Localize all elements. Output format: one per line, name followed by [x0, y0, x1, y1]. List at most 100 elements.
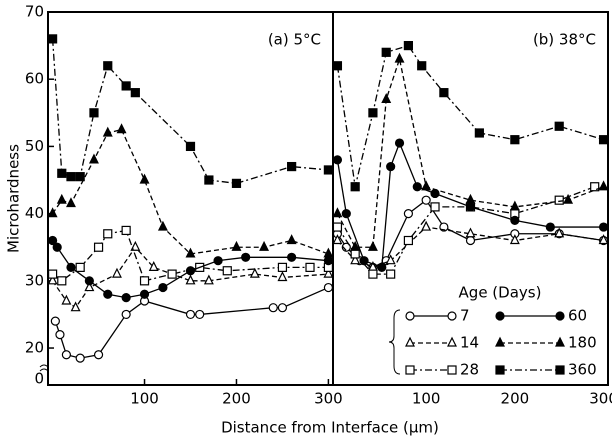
data-point [598, 180, 608, 191]
data-point [350, 249, 360, 259]
legend-marker [447, 365, 457, 375]
data-point [48, 269, 58, 279]
panel-frame [332, 11, 609, 386]
data-point [403, 41, 414, 51]
data-point [61, 294, 72, 305]
data-point [368, 108, 378, 118]
data-point [61, 350, 71, 360]
data-point [590, 182, 600, 192]
data-point [167, 269, 177, 279]
data-point [259, 240, 270, 251]
data-point [421, 220, 432, 231]
legend-marker [495, 336, 505, 347]
x-tick-label: 300 [589, 390, 612, 408]
data-point [277, 271, 288, 282]
data-point [48, 274, 58, 285]
legend-title: Age (Days) [459, 284, 542, 302]
y-break-label: 0 [34, 370, 44, 388]
data-point [430, 202, 440, 212]
data-point [305, 262, 315, 272]
data-point [554, 227, 565, 238]
data-point [430, 188, 440, 199]
data-point [185, 247, 196, 258]
data-point [48, 207, 58, 218]
data-point [333, 222, 343, 232]
data-point [93, 242, 104, 252]
data-point [139, 173, 150, 184]
data-point [157, 220, 168, 231]
y-tick-label: 20 [25, 339, 44, 357]
legend-label: 180 [568, 334, 597, 352]
data-point [377, 262, 387, 272]
data-point [510, 135, 520, 145]
data-point [465, 202, 476, 212]
data-point [231, 178, 242, 188]
data-point [323, 247, 333, 258]
legend-marker [555, 365, 565, 375]
data-point [333, 155, 343, 165]
data-point [57, 168, 67, 178]
data-point [213, 256, 223, 266]
data-point [130, 240, 141, 251]
data-point [103, 289, 113, 299]
series-line [336, 141, 604, 269]
data-point [554, 195, 564, 205]
data-point [403, 235, 414, 246]
legend-label: 60 [568, 307, 587, 325]
data-point [386, 269, 396, 279]
data-point [57, 276, 67, 286]
y-tick-label: 40 [25, 204, 44, 222]
data-point [598, 135, 608, 145]
legend-label: 360 [568, 361, 597, 379]
data-point [185, 274, 196, 285]
legend-marker [405, 311, 415, 321]
data-point [66, 172, 76, 182]
data-point [75, 262, 85, 272]
data-point [510, 215, 520, 225]
data-point [417, 61, 427, 71]
data-point [231, 240, 242, 251]
data-point [66, 197, 76, 208]
data-point [474, 128, 484, 138]
data-point [84, 276, 94, 286]
axis-break [39, 364, 49, 372]
legend-label: 14 [460, 334, 479, 352]
data-point [554, 121, 564, 131]
data-point [323, 256, 333, 266]
data-point [277, 303, 288, 313]
data-point [93, 350, 104, 360]
data-point [359, 256, 369, 266]
legend-marker [405, 336, 415, 347]
data-point [403, 209, 414, 219]
data-point [286, 234, 297, 245]
data-point [222, 266, 232, 276]
data-point [185, 266, 196, 276]
data-point [385, 254, 396, 265]
legend-marker [405, 365, 415, 375]
data-point [88, 153, 99, 164]
data-point [84, 281, 95, 292]
data-point [277, 262, 288, 272]
data-point [350, 254, 361, 265]
data-point [386, 161, 396, 172]
data-point [48, 34, 58, 44]
data-point [48, 235, 58, 246]
data-point [381, 47, 391, 57]
data-point [121, 293, 131, 303]
panel-title: (b) 38°C [533, 31, 596, 49]
data-point [421, 180, 432, 191]
panel-frame [47, 11, 334, 386]
data-point [323, 165, 333, 175]
data-point [394, 138, 405, 148]
data-point [185, 309, 196, 320]
data-point [350, 240, 361, 251]
y-axis-label: Microhardness [5, 144, 23, 253]
data-point [333, 61, 343, 71]
legend-marker [555, 311, 565, 321]
data-point [439, 88, 449, 98]
legend-marker [495, 365, 505, 375]
data-point [465, 193, 476, 204]
legend-marker [495, 311, 505, 321]
x-tick-label: 200 [501, 390, 530, 408]
data-point [121, 309, 131, 320]
